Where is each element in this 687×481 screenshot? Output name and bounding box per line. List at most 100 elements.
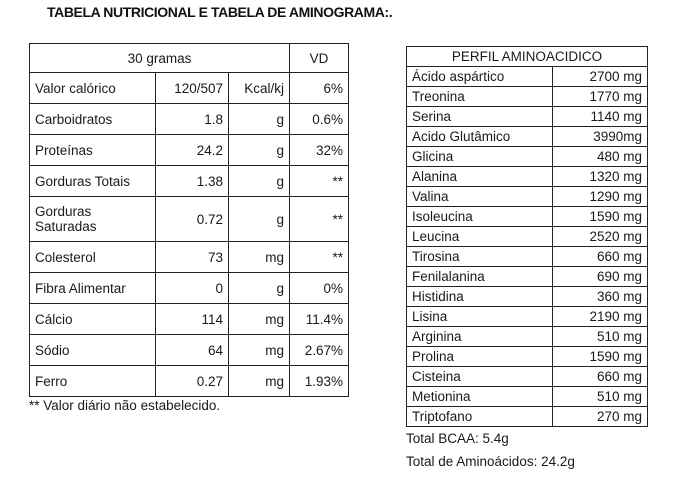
amino-name: Serina — [406, 106, 553, 127]
nutrient-unit: Kcal/kj — [228, 72, 290, 104]
nutrient-unit: mg — [228, 303, 290, 335]
amino-name: Ácido aspártico — [406, 66, 553, 87]
nutrient-unit: g — [228, 272, 290, 304]
nutrient-name: Fibra Alimentar — [29, 272, 156, 304]
nutrient-name: Colesterol — [29, 241, 156, 273]
amino-value: 1590 mg — [552, 346, 648, 367]
table-row: Triptofano 270 mg — [406, 406, 648, 427]
amino-name: Prolina — [406, 346, 553, 367]
nutrient-name-line2: Saturadas — [35, 219, 97, 234]
table-row: Gorduras Totais 1.38 g ** — [29, 165, 349, 197]
total-amino: Total de Aminoácidos: 24.2g — [406, 454, 575, 469]
amino-header-row: PERFIL AMINOACIDICO — [406, 46, 648, 67]
amino-name: Arginina — [406, 326, 553, 347]
amino-value: 660 mg — [552, 366, 648, 387]
table-row: Ácido aspártico 2700 mg — [406, 66, 648, 87]
nutrient-vd: ** — [289, 165, 349, 197]
footnote: ** Valor diário não estabelecido. — [29, 398, 221, 413]
amino-value: 1590 mg — [552, 206, 648, 227]
nutrient-name: Gorduras Saturadas — [29, 196, 156, 242]
table-row: Valina 1290 mg — [406, 186, 648, 207]
nutrient-vd: 0% — [289, 272, 349, 304]
portion-header: 30 gramas — [29, 43, 290, 73]
amino-value: 690 mg — [552, 266, 648, 287]
page-title: TABELA NUTRICIONAL E TABELA DE AMINOGRAM… — [47, 4, 393, 20]
nutrient-name: Gorduras Totais — [29, 165, 156, 197]
amino-name: Fenilalanina — [406, 266, 553, 287]
table-row: Proteínas 24.2 g 32% — [29, 134, 349, 166]
table-row: Sódio 64 mg 2.67% — [29, 334, 349, 366]
table-row: Isoleucina 1590 mg — [406, 206, 648, 227]
table-row: Glicina 480 mg — [406, 146, 648, 167]
total-bcaa: Total BCAA: 5.4g — [406, 431, 509, 446]
table-row: Arginina 510 mg — [406, 326, 648, 347]
amino-name: Tirosina — [406, 246, 553, 267]
amino-name: Lisina — [406, 306, 553, 327]
nutrient-vd: ** — [289, 241, 349, 273]
nutrient-vd: ** — [289, 196, 349, 242]
table-row: Leucina 2520 mg — [406, 226, 648, 247]
nutrient-vd: 0.6% — [289, 103, 349, 135]
nutrient-vd: 11.4% — [289, 303, 349, 335]
nutrient-name: Carboidratos — [29, 103, 156, 135]
table-row: Alanina 1320 mg — [406, 166, 648, 187]
amino-name: Metionina — [406, 386, 553, 407]
amino-value: 1770 mg — [552, 86, 648, 107]
amino-value: 2190 mg — [552, 306, 648, 327]
nutrient-name-line1: Gorduras — [35, 204, 92, 219]
amino-name: Treonina — [406, 86, 553, 107]
table-row: Fenilalanina 690 mg — [406, 266, 648, 287]
nutrient-unit: mg — [228, 334, 290, 366]
nutrient-vd: 32% — [289, 134, 349, 166]
table-row: Acido Glutâmico 3990mg — [406, 126, 648, 147]
nutrient-vd: 6% — [289, 72, 349, 104]
table-row: Cálcio 114 mg 11.4% — [29, 303, 349, 335]
table-row: Colesterol 73 mg ** — [29, 241, 349, 273]
table-row: Prolina 1590 mg — [406, 346, 648, 367]
table-row: Lisina 2190 mg — [406, 306, 648, 327]
table-row: Tirosina 660 mg — [406, 246, 648, 267]
table-row: Fibra Alimentar 0 g 0% — [29, 272, 349, 304]
table-row: Treonina 1770 mg — [406, 86, 648, 107]
nutrient-unit: g — [228, 196, 290, 242]
amino-name: Histidina — [406, 286, 553, 307]
amino-value: 2700 mg — [552, 66, 648, 87]
amino-value: 510 mg — [552, 326, 648, 347]
table-row: Ferro 0.27 mg 1.93% — [29, 365, 349, 397]
nutrient-unit: g — [228, 103, 290, 135]
amino-name: Isoleucina — [406, 206, 553, 227]
amino-name: Alanina — [406, 166, 553, 187]
nutrient-vd: 1.93% — [289, 365, 349, 397]
nutrient-value: 114 — [155, 303, 229, 335]
amino-header: PERFIL AMINOACIDICO — [406, 46, 648, 67]
nutrient-name: Sódio — [29, 334, 156, 366]
table-row: Serina 1140 mg — [406, 106, 648, 127]
amino-name: Triptofano — [406, 406, 553, 427]
amino-name: Valina — [406, 186, 553, 207]
amino-value: 1140 mg — [552, 106, 648, 127]
nutrient-unit: g — [228, 165, 290, 197]
table-row: Valor calórico 120/507 Kcal/kj 6% — [29, 72, 349, 104]
nutrient-unit: mg — [228, 365, 290, 397]
nutrient-value: 1.8 — [155, 103, 229, 135]
nutrient-unit: mg — [228, 241, 290, 273]
nutrient-value: 0.27 — [155, 365, 229, 397]
table-row: Cisteina 660 mg — [406, 366, 648, 387]
nutrient-name: Ferro — [29, 365, 156, 397]
amino-name: Glicina — [406, 146, 553, 167]
nutrient-value: 0.72 — [155, 196, 229, 242]
nutrient-value: 24.2 — [155, 134, 229, 166]
nutrient-value: 120/507 — [155, 72, 229, 104]
nutrient-name: Cálcio — [29, 303, 156, 335]
amino-name: Acido Glutâmico — [406, 126, 553, 147]
nutrient-value: 73 — [155, 241, 229, 273]
nutrient-unit: g — [228, 134, 290, 166]
amino-value: 1290 mg — [552, 186, 648, 207]
amino-value: 510 mg — [552, 386, 648, 407]
vd-header: VD — [289, 43, 349, 73]
nutrient-name: Valor calórico — [29, 72, 156, 104]
nutrient-vd: 2.67% — [289, 334, 349, 366]
amino-name: Cisteina — [406, 366, 553, 387]
table-row: Gorduras Saturadas 0.72 g ** — [29, 196, 349, 242]
amino-value: 660 mg — [552, 246, 648, 267]
